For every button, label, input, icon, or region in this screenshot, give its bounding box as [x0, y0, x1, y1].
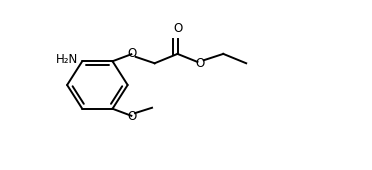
Text: O: O — [173, 22, 182, 36]
Text: O: O — [127, 47, 137, 60]
Text: O: O — [127, 110, 137, 123]
Text: H₂N: H₂N — [55, 53, 78, 66]
Text: O: O — [196, 57, 205, 70]
